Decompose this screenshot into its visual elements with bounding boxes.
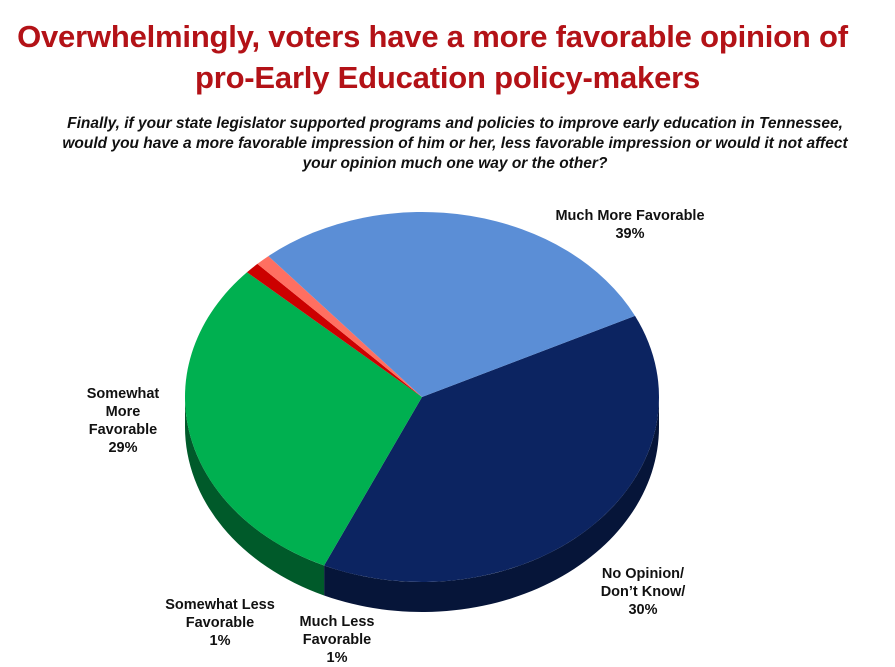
pie-slice-much-more-favorable [324, 315, 659, 583]
pie-slice-much-less-favorable [246, 263, 422, 397]
label-much-more-favorable-value: 39% [615, 226, 645, 242]
survey-question-line-2: would you have a more favorable impressi… [62, 135, 848, 152]
pie-slice-no-opinion-don-t-know [184, 272, 422, 566]
label-somewhat-more-favorable-value: 29% [108, 440, 138, 456]
label-much-less-favorable-value: 1% [326, 650, 348, 666]
label-no-opinion: No Opinion/ Don’t Know/ 30% [588, 565, 698, 619]
label-much-more-favorable-name: Much More Favorable [555, 208, 705, 224]
pie-slice-somewhat-less-favorable [257, 256, 422, 397]
label-no-opinion-line-2: Don’t Know/ [600, 584, 686, 600]
survey-question-line-3: your opinion much one way or the other? [302, 155, 608, 172]
label-somewhat-more-favorable: Somewhat More Favorable 29% [68, 385, 178, 457]
chart-title: Overwhelmingly, voters have a more favor… [0, 16, 895, 98]
label-much-less-favorable: Much Less Favorable 1% [282, 613, 392, 667]
survey-question-line-1: Finally, if your state legislator suppor… [67, 115, 843, 132]
pie-side-no-opinion-don-t-know [184, 397, 325, 596]
label-much-more-favorable: Much More Favorable 39% [530, 207, 730, 243]
pie-slice-somewhat-more-favorable [268, 212, 636, 397]
label-somewhat-less-favorable-line-2: Favorable [185, 615, 255, 631]
label-somewhat-more-favorable-line-1: Somewhat [86, 386, 160, 402]
label-somewhat-less-favorable: Somewhat Less Favorable 1% [150, 596, 290, 650]
survey-question: Finally, if your state legislator suppor… [30, 114, 880, 174]
label-somewhat-more-favorable-line-2: More [105, 404, 141, 420]
pie-side-much-more-favorable [324, 397, 659, 612]
pie-sides [184, 397, 659, 612]
label-no-opinion-value: 30% [628, 602, 658, 618]
label-somewhat-less-favorable-line-1: Somewhat Less [165, 597, 275, 613]
chart-title-line-1: Overwhelmingly, voters have a more favor… [17, 19, 848, 54]
label-much-less-favorable-line-1: Much Less [299, 614, 375, 630]
pie-tops [184, 212, 659, 583]
label-somewhat-more-favorable-line-3: Favorable [88, 422, 158, 438]
chart-title-line-2: pro-Early Education policy-makers [194, 60, 701, 95]
label-much-less-favorable-line-2: Favorable [302, 632, 372, 648]
label-somewhat-less-favorable-value: 1% [209, 633, 231, 649]
label-no-opinion-line-1: No Opinion/ [601, 566, 685, 582]
